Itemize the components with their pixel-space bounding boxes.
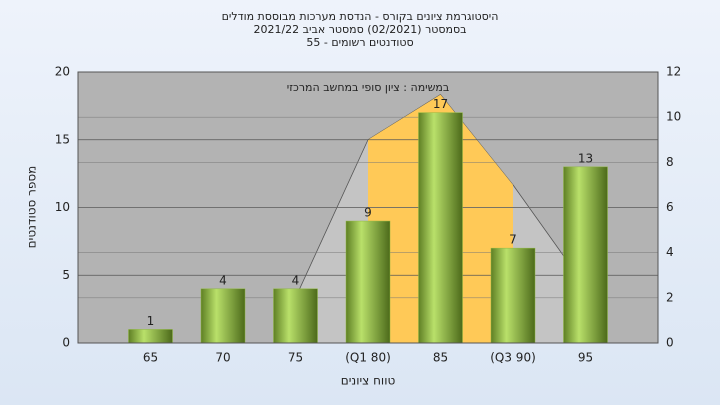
y2-tick-label: 10 [666,110,681,124]
y-axis-label: מספר סטודנטים [25,166,39,249]
x-tick-label: 65 [143,351,158,365]
y-tick-label: 15 [55,132,70,146]
title-line: סטודנטים רשומים - 55 [306,36,413,49]
value-label: 13 [578,151,593,165]
x-tick-label: 70 [215,351,230,365]
title-line: בסמסטר (02/2021) סמסטר אביב 2021/22 [253,23,466,36]
y-tick-label: 5 [62,268,70,282]
value-label: 4 [292,273,300,287]
y-tick-label: 0 [62,336,70,350]
y2-tick-label: 2 [666,290,674,304]
bar [418,112,463,344]
y2-tick-label: 6 [666,200,674,214]
x-tick-label: (Q3 90) [490,351,536,365]
y2-tick-label: 0 [666,336,674,350]
bar [345,220,391,344]
value-label: 9 [364,206,372,220]
y-tick-label: 20 [55,65,70,79]
bar [128,329,173,344]
value-label: 4 [219,273,227,287]
plot-frame [77,71,659,344]
annotation: במשימה : ציון סופי במחשב המרכזי [287,81,450,94]
x-tick-label: (Q1 80) [345,351,391,365]
bar [200,288,246,344]
value-label: 7 [509,233,517,247]
value-label: 17 [433,97,448,111]
x-tick-label: 75 [288,351,303,365]
bar [563,166,608,344]
x-tick-label: 95 [578,351,593,365]
bar [273,288,318,344]
title-line: היסטוגרמת ציונים בקורס - הנדסת מערכות מב… [222,10,499,23]
bar [490,247,536,344]
y2-tick-label: 4 [666,245,674,259]
x-tick-label: 85 [433,351,448,365]
value-label: 1 [147,314,155,328]
y2-tick-label: 8 [666,155,674,169]
y-tick-label: 10 [55,200,70,214]
y2-tick-label: 12 [666,65,681,79]
x-axis-label: טווח ציונים [341,374,396,388]
